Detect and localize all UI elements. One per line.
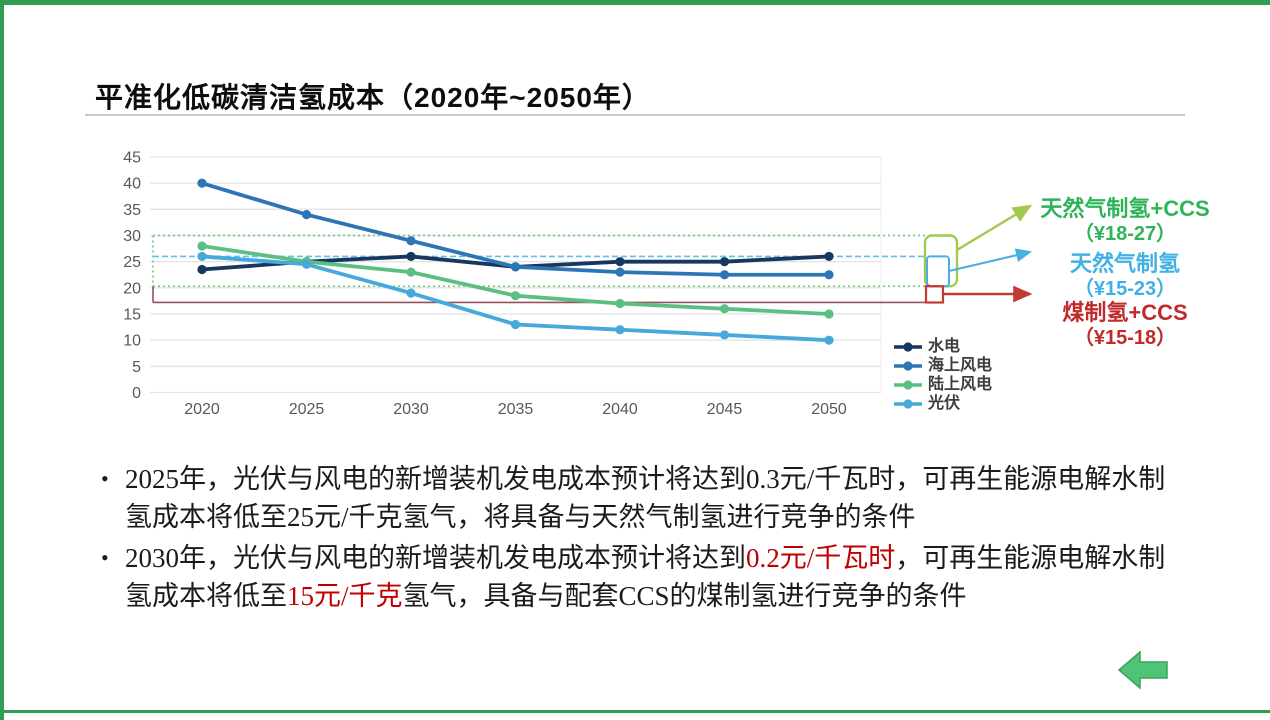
title-underline — [85, 114, 1185, 116]
svg-text:40: 40 — [123, 176, 141, 193]
page-title: 平准化低碳清洁氢成本（2020年~2050年） — [95, 82, 651, 113]
legend-item-hydro: 水电 — [893, 339, 992, 355]
legend-item-offshore-wind: 海上风电 — [893, 358, 992, 374]
svg-text:15: 15 — [123, 307, 141, 324]
svg-text:2050: 2050 — [811, 401, 847, 418]
legend-label: 海上风电 — [928, 357, 993, 374]
legend-label: 陆上风电 — [928, 376, 993, 393]
line-marker-icon — [894, 361, 922, 371]
svg-text:0: 0 — [132, 385, 141, 402]
back-arrow-icon — [1117, 650, 1168, 690]
slide-border-left — [0, 0, 4, 720]
legend-item-solar: 光伏 — [893, 396, 992, 412]
svg-text:2030: 2030 — [393, 401, 429, 418]
svg-text:25: 25 — [123, 254, 141, 271]
svg-text:10: 10 — [123, 333, 141, 350]
annotation-label: 天然气制氢+CCS — [1040, 196, 1210, 221]
svg-text:2035: 2035 — [498, 401, 534, 418]
svg-text:35: 35 — [123, 202, 141, 219]
line-marker-icon — [894, 342, 922, 352]
svg-text:5: 5 — [132, 359, 141, 376]
svg-text:45: 45 — [123, 150, 141, 167]
svg-text:2040: 2040 — [602, 401, 638, 418]
annotation-label: 煤制氢+CCS — [1062, 300, 1188, 325]
annotation-label: 天然气制氢 — [1069, 251, 1180, 276]
slide-border-bottom — [0, 710, 1270, 713]
annotation-range: （¥15-18） — [1073, 327, 1177, 350]
legend-label: 水电 — [928, 338, 961, 355]
svg-text:2025: 2025 — [289, 401, 325, 418]
cost-line-chart: 0 5 10 15 20 25 30 35 40 45 2020 2025 2030 2035 2040 20… — [123, 150, 1033, 418]
line-marker-icon — [894, 399, 922, 409]
chart-legend: 水电 海上风电 陆上风电 光伏 — [893, 339, 992, 412]
legend-item-onshore-wind: 陆上风电 — [893, 377, 992, 393]
slide-border-top — [0, 0, 1270, 5]
line-marker-icon — [894, 380, 922, 390]
bullet-list: 2025年，光伏与风电的新增装机发电成本预计将达到0.3元/千瓦时，可再生能源电… — [97, 460, 1175, 618]
bullet-item: 2030年，光伏与风电的新增装机发电成本预计将达到0.2元/千瓦时，可再生能源电… — [97, 539, 1175, 615]
svg-text:20: 20 — [123, 280, 141, 297]
annotation-coal: 煤制氢+CCS （¥15-18） — [1034, 300, 1216, 350]
annotation-range: （¥18-27） — [1073, 223, 1177, 246]
svg-text:2020: 2020 — [184, 401, 220, 418]
annotation-gas-ccs: 天然气制氢+CCS （¥18-27） — [1034, 196, 1216, 246]
svg-text:30: 30 — [123, 228, 141, 245]
svg-text:2045: 2045 — [707, 401, 743, 418]
legend-label: 光伏 — [928, 395, 961, 412]
bullet-item: 2025年，光伏与风电的新增装机发电成本预计将达到0.3元/千瓦时，可再生能源电… — [97, 460, 1175, 536]
annotation-range: （¥15-23） — [1073, 278, 1177, 301]
annotation-gas: 天然气制氢 （¥15-23） — [1034, 251, 1216, 301]
